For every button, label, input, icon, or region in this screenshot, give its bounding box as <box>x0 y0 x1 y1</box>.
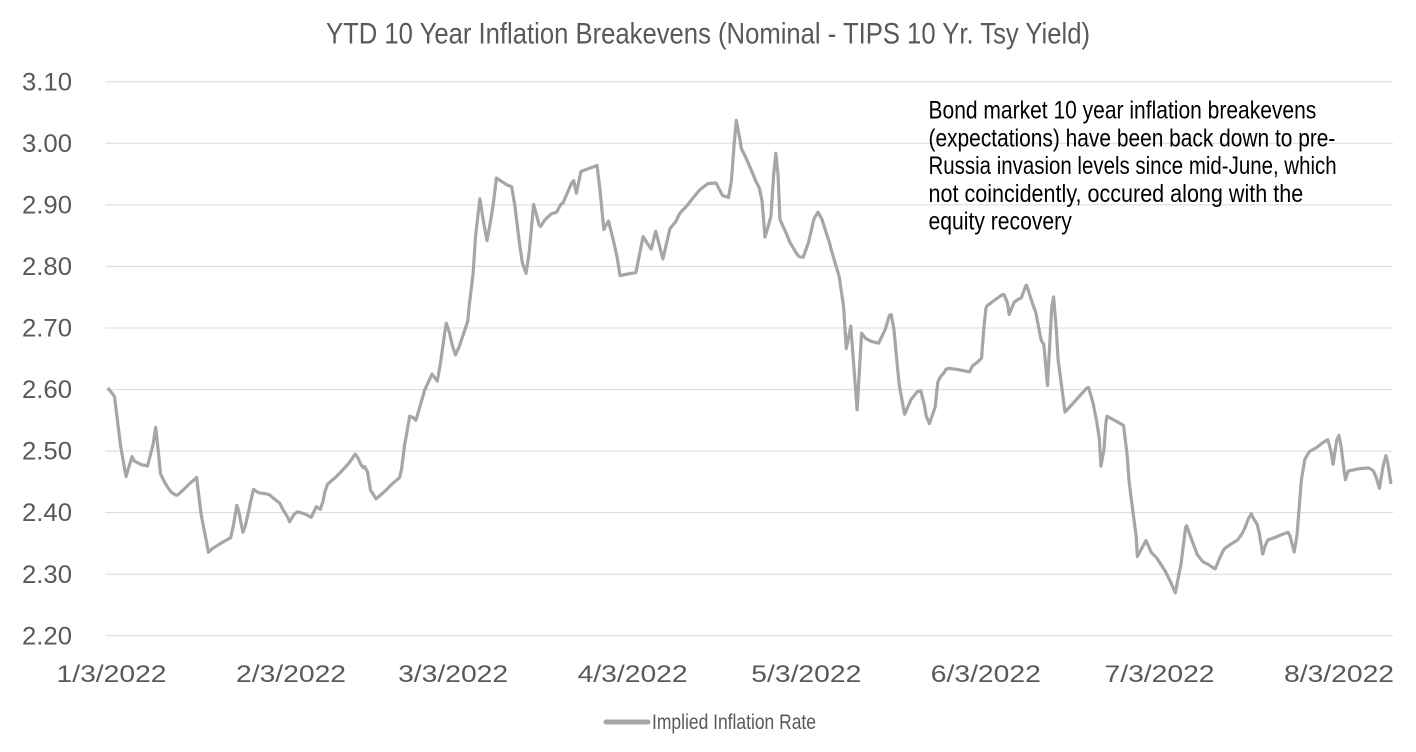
svg-text:2.70: 2.70 <box>22 315 72 343</box>
svg-text:(expectations) have been back: (expectations) have been back down to pr… <box>929 125 1336 153</box>
svg-text:YTD 10 Year Inflation Breakeve: YTD 10 Year Inflation Breakevens (Nomina… <box>326 18 1090 51</box>
svg-text:6/3/2022: 6/3/2022 <box>931 661 1041 688</box>
svg-text:Russia invasion levels since m: Russia invasion levels since mid-June, w… <box>929 152 1337 180</box>
svg-text:2/3/2022: 2/3/2022 <box>236 661 346 688</box>
svg-text:2.50: 2.50 <box>22 438 72 466</box>
svg-text:Implied Inflation Rate: Implied Inflation Rate <box>652 711 816 734</box>
svg-text:Bond market 10 year inflation: Bond market 10 year inflation breakevens <box>929 97 1317 125</box>
svg-text:2.20: 2.20 <box>22 622 72 650</box>
svg-text:3/3/2022: 3/3/2022 <box>398 661 508 688</box>
svg-text:7/3/2022: 7/3/2022 <box>1105 661 1215 688</box>
svg-text:4/3/2022: 4/3/2022 <box>578 661 688 688</box>
svg-text:not coincidently, occured alon: not coincidently, occured along with the <box>929 180 1304 208</box>
svg-text:2.60: 2.60 <box>22 376 72 404</box>
svg-text:2.90: 2.90 <box>22 192 72 220</box>
svg-text:3.00: 3.00 <box>22 130 72 158</box>
svg-text:2.30: 2.30 <box>22 561 72 589</box>
svg-text:8/3/2022: 8/3/2022 <box>1284 661 1394 688</box>
svg-text:3.10: 3.10 <box>22 68 72 96</box>
svg-text:1/3/2022: 1/3/2022 <box>57 661 167 688</box>
svg-text:equity recovery: equity recovery <box>929 208 1073 236</box>
svg-text:5/3/2022: 5/3/2022 <box>751 661 861 688</box>
svg-text:2.40: 2.40 <box>22 499 72 527</box>
svg-text:2.80: 2.80 <box>22 253 72 281</box>
